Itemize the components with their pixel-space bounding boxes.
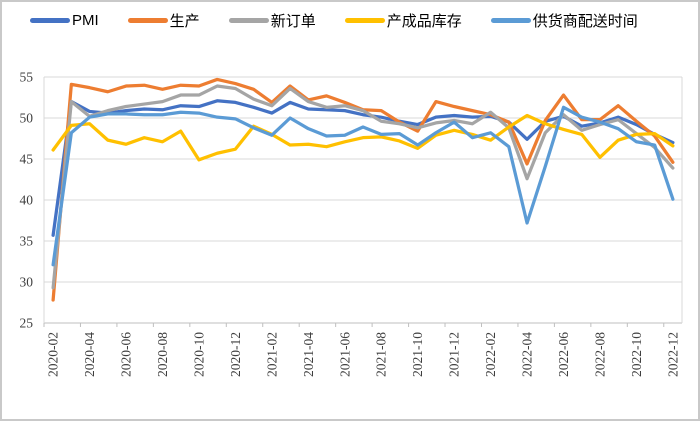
x-tick-label-2022-08: 2022-08 (592, 332, 607, 377)
series-line-production (51, 77, 675, 302)
series-line-pmi (51, 99, 675, 237)
legend-item-finished-goods-inventory: 产成品库存 (344, 10, 462, 31)
y-tick-label-45: 45 (20, 152, 34, 167)
plot-area: 25 30 35 40 45 50 55 2020-02 2020-04 2020-06 2020-… (20, 70, 683, 377)
legend-item-production: 生产 (127, 10, 200, 31)
x-tick-label-2020-12: 2020-12 (228, 332, 243, 377)
x-tick-label-2021-04: 2021-04 (301, 332, 316, 377)
series-line-finished-goods-inventory (51, 113, 675, 162)
x-tick-label-2021-06: 2021-06 (337, 332, 352, 377)
y-tick-label-25: 25 (20, 316, 34, 331)
y-tick-label-55: 55 (20, 70, 34, 85)
x-tick-label-2021-10: 2021-10 (410, 332, 425, 377)
x-tick-label-2020-04: 2020-04 (82, 332, 97, 377)
x-tick-label-2022-02: 2022-02 (483, 332, 498, 377)
x-tick-label-2022-12: 2022-12 (665, 332, 680, 377)
production-line-swatch-icon (127, 18, 168, 23)
legend-label-production: 生产 (169, 13, 200, 30)
legend-label-pmi: PMI (72, 12, 99, 29)
legend-item-pmi: PMI (30, 12, 99, 29)
legend-item-supplier-delivery-time: 供货商配送时间 (490, 10, 638, 31)
y-tick-label-40: 40 (20, 193, 34, 208)
x-tick-label-2022-10: 2022-10 (629, 332, 644, 377)
new-orders-line-swatch-icon (228, 18, 269, 23)
finished-goods-inventory-line-swatch-icon (344, 18, 385, 23)
legend-label-supplier-delivery-time: 供货商配送时间 (532, 13, 638, 30)
series-line-supplier-delivery-time (51, 105, 675, 267)
x-tick-label-2020-08: 2020-08 (155, 332, 170, 377)
legend-label-new-orders: 新订单 (270, 13, 316, 30)
x-tick-label-2020-10: 2020-10 (191, 332, 206, 377)
legend-label-finished-goods-inventory: 产成品库存 (386, 13, 462, 30)
legend-item-new-orders: 新订单 (228, 10, 316, 31)
x-tick-label-2020-06: 2020-06 (119, 332, 134, 377)
x-tick-label-2021-08: 2021-08 (374, 332, 389, 377)
x-tick-label-2021-02: 2021-02 (264, 332, 279, 377)
chart-legend: PMI 生产 新订单 产成品库存 供货商配送时间 (30, 10, 694, 31)
y-tick-label-35: 35 (20, 234, 34, 249)
x-tick-label-2022-06: 2022-06 (556, 332, 571, 377)
y-tick-label-50: 50 (20, 111, 34, 126)
pmi-line-swatch-icon (30, 18, 70, 23)
x-tick-label-2020-02: 2020-02 (46, 332, 61, 377)
x-tick-label-2021-12: 2021-12 (447, 332, 462, 377)
x-tick-label-2022-04: 2022-04 (520, 332, 535, 377)
y-tick-label-30: 30 (20, 275, 34, 290)
series-line-new-orders (51, 84, 675, 290)
supplier-delivery-time-line-swatch-icon (490, 18, 531, 23)
